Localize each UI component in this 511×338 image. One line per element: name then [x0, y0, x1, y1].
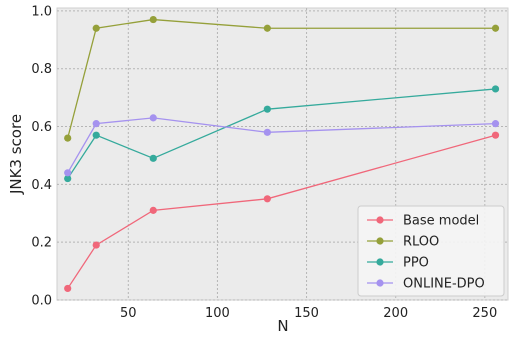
data-point	[491, 24, 500, 32]
legend-item: PPO	[367, 256, 429, 271]
y-tick-label: 0.8	[31, 62, 52, 77]
data-point	[64, 174, 72, 183]
data-point	[92, 24, 100, 32]
legend-swatch-marker	[376, 237, 384, 245]
data-point	[491, 120, 500, 128]
legend-swatch-marker	[376, 216, 384, 224]
y-tick-label: 0.6	[31, 120, 52, 135]
legend: Base model RLOO PPO ONLINE-DPO	[357, 205, 505, 297]
series-rloo	[64, 15, 500, 142]
y-axis-label: JNK3 score	[7, 114, 25, 195]
legend-swatch-marker	[376, 279, 384, 287]
x-tick-label: 250	[472, 306, 497, 321]
x-tick-label: 50	[120, 306, 137, 321]
data-point	[263, 128, 271, 136]
legend-swatch-marker	[376, 258, 384, 266]
data-point	[263, 195, 271, 203]
x-tick-label: 100	[205, 306, 230, 321]
y-tick-label: 0.4	[31, 178, 52, 193]
legend-box	[357, 205, 505, 297]
x-tick-label: 200	[383, 306, 408, 321]
y-tick-label: 1.0	[31, 4, 52, 19]
series-base-model	[64, 131, 500, 293]
data-point	[491, 85, 500, 93]
data-point	[149, 114, 157, 122]
data-point	[92, 241, 100, 249]
grid	[57, 8, 508, 301]
data-point	[92, 120, 100, 128]
ticks: 50 100 150 200 250 0.0 0.2 0.4 0.6 0.8 1.0	[31, 4, 497, 321]
y-tick-label: 0.2	[31, 236, 52, 251]
data-point	[263, 105, 271, 113]
data-point	[263, 24, 271, 32]
data-point	[149, 15, 157, 24]
legend-label: ONLINE-DPO	[403, 277, 485, 292]
data-point	[64, 284, 72, 293]
x-tick-label: 150	[294, 306, 319, 321]
data-point	[149, 154, 157, 162]
y-tick-label: 0.0	[31, 294, 52, 309]
legend-label: Base model	[403, 214, 479, 229]
series-online-dpo	[64, 114, 500, 177]
data-point	[149, 206, 157, 214]
legend-item: RLOO	[367, 235, 439, 250]
x-axis-label: N	[277, 317, 288, 334]
data-point	[64, 169, 72, 177]
legend-item: ONLINE-DPO	[367, 277, 485, 292]
data-point	[64, 134, 72, 142]
legend-item: Base model	[367, 214, 479, 229]
series-layer	[64, 15, 500, 293]
legend-label: RLOO	[403, 235, 439, 250]
series-ppo	[64, 85, 500, 183]
legend-label: PPO	[403, 256, 429, 271]
data-point	[92, 131, 100, 139]
data-point	[491, 131, 500, 139]
